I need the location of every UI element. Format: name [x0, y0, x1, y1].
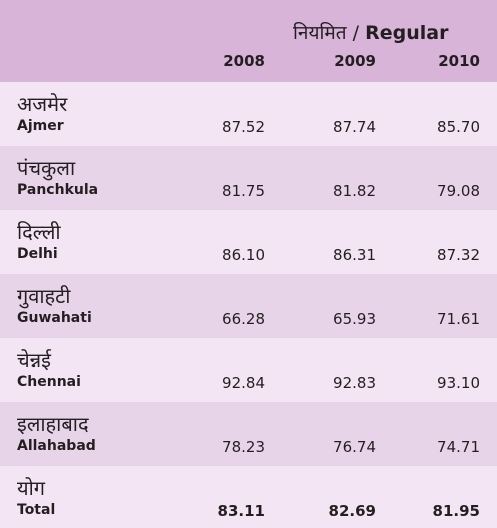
value-2010: 93.10 — [437, 374, 480, 392]
group-title-separator: / — [346, 22, 366, 44]
value-2010: 87.32 — [437, 246, 480, 264]
value-2009: 76.74 — [333, 438, 376, 456]
region-name-hindi: अजमेर — [17, 92, 68, 116]
total-value-2010: 81.95 — [432, 502, 480, 520]
region-name-english: Ajmer — [17, 118, 64, 134]
group-title-english: Regular — [365, 22, 449, 44]
total-value-2008: 83.11 — [217, 502, 265, 520]
region-name-english: Panchkula — [17, 182, 99, 198]
value-2008: 66.28 — [222, 310, 265, 328]
table-row: पंचकुला Panchkula 81.75 81.82 79.08 — [0, 146, 497, 210]
value-2009: 86.31 — [333, 246, 376, 264]
region-name-hindi: चेन्नई — [17, 348, 51, 372]
value-2010: 85.70 — [437, 118, 480, 136]
value-2008: 87.52 — [222, 118, 265, 136]
region-name-english: Chennai — [17, 374, 81, 390]
table-row: अजमेर Ajmer 87.52 87.74 85.70 — [0, 82, 497, 146]
year-header-2008: 2008 — [223, 52, 265, 70]
region-name-english: Guwahati — [17, 310, 92, 326]
value-2009: 65.93 — [333, 310, 376, 328]
group-title-hindi: नियमित — [293, 22, 347, 44]
value-2009: 87.74 — [333, 118, 376, 136]
value-2010: 71.61 — [437, 310, 480, 328]
column-group-title: नियमित / Regular — [293, 19, 448, 45]
value-2009: 92.83 — [333, 374, 376, 392]
total-row: योग Total 83.11 82.69 81.95 — [0, 466, 497, 528]
region-name-hindi: दिल्ली — [17, 220, 61, 244]
value-2008: 92.84 — [222, 374, 265, 392]
total-value-2009: 82.69 — [328, 502, 376, 520]
table-row: गुवाहटी Guwahati 66.28 65.93 71.61 — [0, 274, 497, 338]
table-header: नियमित / Regular 2008 2009 2010 — [0, 0, 497, 82]
region-name-hindi: पंचकुला — [17, 156, 76, 180]
table-row: दिल्ली Delhi 86.10 86.31 87.32 — [0, 210, 497, 274]
table-row: इलाहाबाद Allahabad 78.23 76.74 74.71 — [0, 402, 497, 466]
table-row: चेन्नई Chennai 92.84 92.83 93.10 — [0, 338, 497, 402]
value-2008: 86.10 — [222, 246, 265, 264]
total-label-hindi: योग — [17, 476, 46, 500]
region-name-english: Delhi — [17, 246, 58, 262]
value-2008: 81.75 — [222, 182, 265, 200]
value-2009: 81.82 — [333, 182, 376, 200]
value-2010: 79.08 — [437, 182, 480, 200]
total-label-english: Total — [17, 502, 56, 518]
region-name-english: Allahabad — [17, 438, 96, 454]
year-header-2010: 2010 — [438, 52, 480, 70]
value-2008: 78.23 — [222, 438, 265, 456]
value-2010: 74.71 — [437, 438, 480, 456]
region-name-hindi: इलाहाबाद — [17, 412, 89, 436]
region-name-hindi: गुवाहटी — [17, 284, 71, 308]
year-header-2009: 2009 — [334, 52, 376, 70]
